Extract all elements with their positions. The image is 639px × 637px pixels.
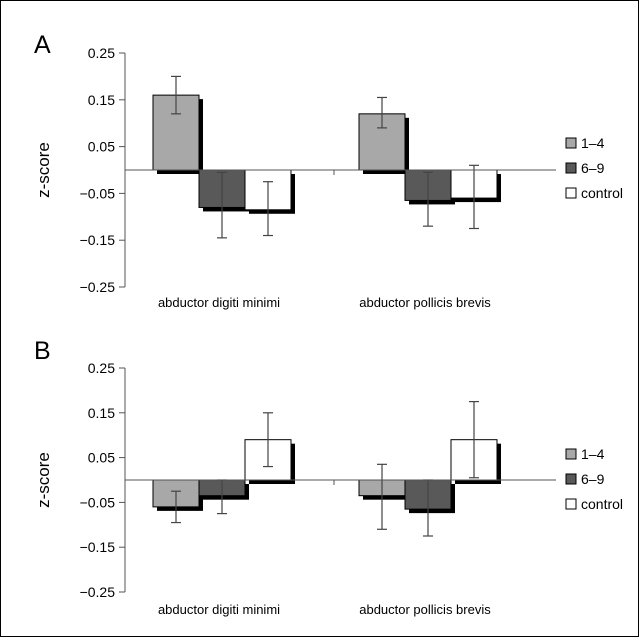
y-tick-label: 0.15: [88, 405, 115, 421]
y-tick-label: −0.25: [80, 279, 116, 295]
legend-swatch: [565, 448, 577, 460]
category-label: abductor digiti minimi: [158, 295, 280, 310]
y-tick-label: −0.15: [80, 232, 116, 248]
legend-swatch: [565, 137, 577, 149]
category-label: abductor digiti minimi: [158, 602, 280, 617]
panel-letter: B: [34, 337, 51, 365]
y-tick-label: 0.25: [88, 45, 115, 61]
legend-swatch: [565, 498, 577, 510]
y-axis-title: z-score: [34, 452, 53, 508]
y-tick-label: −0.25: [80, 584, 116, 600]
legend-swatch: [565, 473, 577, 485]
y-tick-label: 0.15: [88, 92, 115, 108]
legend-label: 1–4: [581, 135, 605, 151]
y-tick-label: 0.05: [88, 139, 115, 155]
y-tick-label: 0.05: [88, 450, 115, 466]
category-label: abductor pollicis brevis: [359, 295, 491, 310]
panel-letter: A: [34, 31, 51, 59]
legend-label: 6–9: [581, 471, 605, 487]
category-label: abductor pollicis brevis: [359, 602, 491, 617]
y-tick-label: −0.05: [80, 185, 116, 201]
y-tick-label: 0.25: [88, 360, 115, 376]
legend-swatch: [565, 162, 577, 174]
legend-label: control: [581, 185, 623, 201]
legend-label: 6–9: [581, 160, 605, 176]
legend-label: 1–4: [581, 446, 605, 462]
legend-swatch: [565, 187, 577, 199]
y-tick-label: −0.05: [80, 494, 116, 510]
y-tick-label: −0.15: [80, 539, 116, 555]
legend-label: control: [581, 496, 623, 512]
y-axis-title: z-score: [34, 142, 53, 198]
